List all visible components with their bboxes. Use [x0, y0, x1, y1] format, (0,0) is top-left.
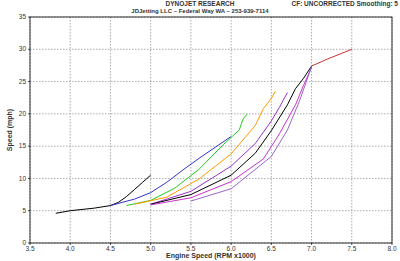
series-line	[127, 114, 248, 206]
x-tick-label: 5.0	[146, 245, 155, 252]
y-tick-label: 20	[19, 110, 27, 117]
series-line	[191, 67, 312, 201]
x-tick-label: 4.0	[66, 245, 75, 252]
x-grid-line	[311, 17, 312, 243]
x-grid-line	[231, 17, 232, 243]
x-grid-line	[110, 17, 111, 243]
y-tick-label: 35	[19, 13, 27, 20]
x-grid-line	[351, 17, 352, 243]
x-tick-label: 6.5	[267, 245, 276, 252]
y-grid-line	[30, 113, 392, 114]
y-tick-label: 0	[22, 239, 26, 246]
x-grid-line	[70, 17, 71, 243]
y-grid-line	[30, 81, 392, 82]
grid	[28, 17, 392, 245]
plot-frame	[30, 17, 392, 243]
series-group	[56, 49, 352, 213]
x-tick-label: 7.5	[347, 245, 356, 252]
series-line	[312, 49, 352, 66]
y-grid-line	[30, 49, 392, 50]
series-line	[151, 67, 312, 205]
y-tick-label: 25	[19, 78, 27, 85]
x-tick-label: 8.0	[387, 245, 396, 252]
x-grid-line	[190, 17, 191, 243]
x-grid-line	[150, 17, 151, 243]
y-tick-label: 30	[19, 45, 27, 52]
y-axis-title: Speed (mph)	[6, 109, 14, 151]
y-tick-label: 5	[22, 207, 26, 214]
y-tick-label: 10	[19, 175, 27, 182]
subtitle: JDJetting LLC – Federal Way WA – 253-939…	[131, 8, 269, 14]
y-grid-line	[30, 210, 392, 211]
series-line	[151, 93, 288, 205]
x-tick-label: 4.5	[106, 245, 115, 252]
x-tick-label: 5.5	[186, 245, 195, 252]
chart: DYNOJET RESEARCHJDJetting LLC – Federal …	[0, 0, 400, 261]
series-line	[56, 175, 151, 213]
x-tick-label: 7.0	[307, 245, 316, 252]
x-axis-title: Engine Speed (RPM x1000)	[166, 252, 256, 260]
y-grid-line	[30, 146, 392, 147]
x-tick-label: 3.5	[25, 245, 34, 252]
title: DYNOJET RESEARCH	[166, 0, 235, 7]
x-tick-label: 6.0	[227, 245, 236, 252]
y-tick-label: 15	[19, 142, 27, 149]
annotation: CF: UNCORRECTED Smoothing: 5	[291, 0, 398, 8]
series-line	[151, 66, 312, 204]
